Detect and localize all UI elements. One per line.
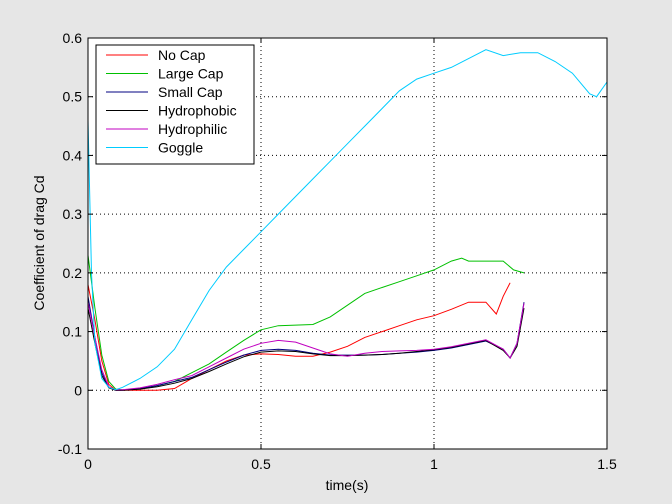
- plot-frame: [87, 37, 608, 450]
- y-tick-label: 0.2: [63, 265, 83, 281]
- tick-group: 0 0.5 1 1.5-0.100.10.20.30.40.50.6: [58, 30, 617, 472]
- grid-lines: [88, 38, 607, 449]
- y-tick-label: 0.4: [63, 147, 83, 163]
- x-tick-label: 0: [84, 456, 92, 472]
- y-tick-label: 0: [74, 382, 82, 398]
- x-tick-label: 1: [430, 456, 438, 472]
- legend-label-no-cap: No Cap: [158, 47, 206, 63]
- legend: No Cap Large Cap Small Cap Hydrophobic Hydro…: [95, 44, 255, 165]
- y-tick-label: 0.1: [63, 324, 83, 340]
- legend-label-hydrophilic: Hydrophilic: [158, 121, 227, 137]
- series-line-hydrophilic: [87, 302, 525, 391]
- legend-label-large-cap: Large Cap: [158, 66, 224, 82]
- y-tick-label: -0.1: [58, 441, 82, 457]
- legend-label-hydrophobic: Hydrophobic: [158, 103, 237, 119]
- legend-label-small-cap: Small Cap: [158, 84, 223, 100]
- legend-box: [95, 44, 255, 165]
- x-tick-label: 1.5: [597, 456, 617, 472]
- y-tick-label: 0.6: [63, 30, 83, 46]
- series-group: [87, 49, 608, 391]
- y-axis-label: Coefficient of drag Cd: [31, 175, 47, 310]
- y-tick-label: 0.5: [63, 89, 83, 105]
- legend-label-goggle: Goggle: [158, 140, 203, 156]
- y-tick-label: 0.3: [63, 206, 83, 222]
- series-line-goggle: [87, 49, 608, 391]
- x-tick-label: 0.5: [251, 456, 271, 472]
- x-axis-label: time(s): [326, 477, 369, 493]
- series-line-hydrophobic: [87, 308, 525, 391]
